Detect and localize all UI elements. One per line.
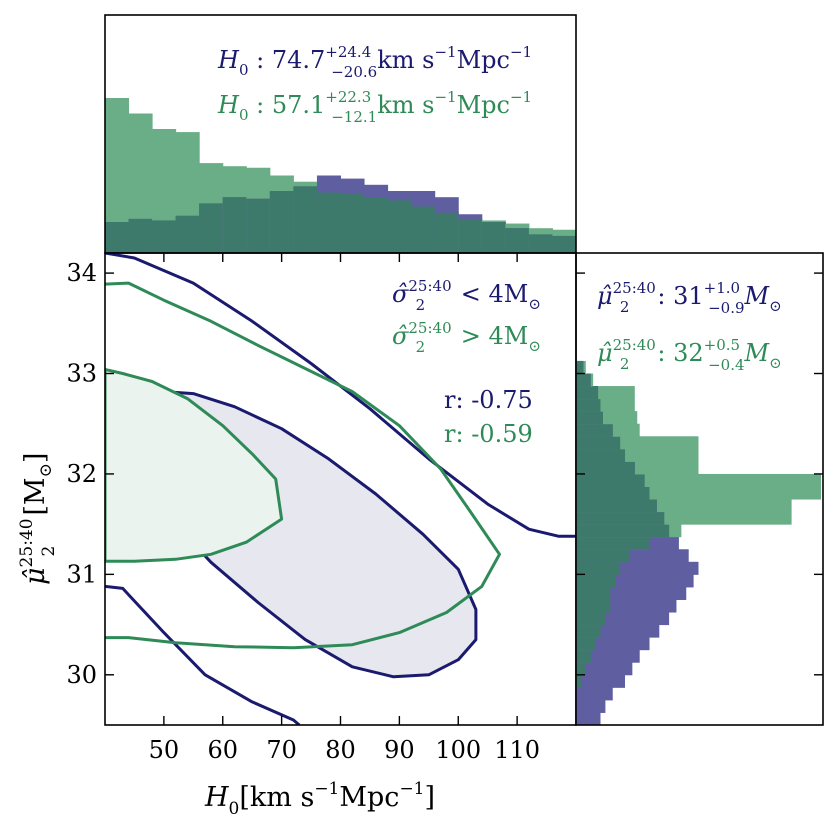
y-tick-label: 30 (66, 661, 97, 689)
right-bar-overlap (576, 586, 611, 600)
contour-navy-outer-lower (105, 584, 301, 725)
right-bar-navy (576, 662, 633, 676)
right-bar-overlap (576, 423, 613, 437)
right-bar-overlap (576, 486, 650, 500)
right-bar-overlap (576, 536, 650, 550)
x-tick-label: 60 (207, 736, 238, 764)
right-bar-overlap (576, 511, 665, 525)
contour-navy-outer (105, 253, 576, 538)
x-tick-label: 70 (266, 736, 297, 764)
right-bar-overlap (576, 561, 621, 575)
top-bar-overlap (246, 198, 271, 253)
right-marginal-panel: μ̂25:40 2: 31+1.0 −0.9M⊙ μ̂25:40 2: 32+0.5−… (575, 252, 824, 726)
right-bar-overlap (576, 398, 601, 412)
top-bar-overlap (458, 218, 483, 253)
right-bar-navy (576, 649, 640, 663)
right-bar-overlap (576, 386, 599, 400)
correlation-navy: r: -0.75 (444, 386, 533, 414)
right-bar-overlap (576, 599, 611, 613)
x-tick-label: 90 (384, 736, 415, 764)
right-bar-overlap (576, 574, 616, 588)
right-bar-overlap (576, 637, 596, 651)
x-axis-label: H0[km s−1Mpc−1] (204, 779, 435, 819)
right-bar-overlap (576, 662, 586, 676)
top-bar-overlap (434, 212, 459, 253)
top-bar-overlap (364, 197, 389, 253)
top-bar-overlap (505, 228, 530, 253)
top-bar-overlap (552, 235, 577, 253)
right-bar-navy (576, 687, 613, 701)
top-bar-overlap (481, 222, 506, 253)
y-tick-label: 34 (66, 259, 97, 287)
right-bar-navy (576, 712, 601, 726)
top-legend-navy: H0 : 74.7+24.4 −20.6km s−1Mpc−1 (217, 43, 532, 81)
main-contour-panel: 50 60 70 80 90 100 110 30 31 32 33 34 σ̂25:40 2 < 4M… (17, 252, 577, 819)
right-bar-overlap (576, 649, 591, 663)
top-bar-overlap (222, 197, 247, 253)
right-bar-overlap (576, 461, 635, 475)
right-legend-navy: μ̂25:40 2: 31+1.0 −0.9M⊙ (597, 279, 782, 317)
y-axis-label: μ̂25:40 2[M⊙] (17, 453, 59, 585)
x-tick-label: 100 (435, 736, 481, 764)
x-tick-label: 80 (325, 736, 356, 764)
top-bar-overlap (105, 222, 130, 253)
y-tick-label: 31 (66, 560, 97, 588)
right-panel-frame (575, 252, 824, 726)
right-bar-navy (576, 699, 606, 713)
main-legend-green: σ̂25:40 2 > 4M⊙ (392, 319, 541, 356)
y-tick-label: 33 (66, 360, 97, 388)
top-bar-overlap (387, 200, 412, 253)
right-bar-overlap (576, 473, 645, 487)
top-bar-overlap (152, 220, 177, 253)
right-bar-overlap (576, 436, 621, 450)
top-legend-green: H0 : 57.1+22.3 −12.1km s−1Mpc−1 (217, 88, 532, 126)
right-bar-overlap (576, 448, 625, 462)
right-bar-overlap (576, 411, 603, 425)
right-bar-overlap (576, 499, 657, 513)
right-bar-overlap (576, 524, 670, 538)
top-bar-overlap (411, 206, 436, 253)
contour-green-inner (105, 368, 284, 563)
top-bar-overlap (528, 234, 553, 253)
top-bar-overlap (199, 203, 224, 253)
right-bar-overlap (576, 549, 630, 563)
right-bar-overlap (576, 674, 581, 688)
top-bar-overlap (316, 192, 341, 253)
y-tick-label: 32 (66, 460, 97, 488)
right-bar-overlap (576, 624, 601, 638)
top-bar-overlap (128, 218, 153, 253)
top-bar-overlap (293, 186, 318, 253)
right-bar-overlap (576, 373, 591, 387)
correlation-green: r: -0.59 (444, 420, 533, 448)
main-legend-navy: σ̂25:40 2 < 4M⊙ (392, 277, 541, 314)
right-legend-green: μ̂25:40 2: 32+0.5 −0.4M⊙ (597, 336, 782, 374)
x-tick-label: 50 (149, 736, 180, 764)
right-bar-overlap (576, 612, 606, 626)
top-marginal-panel: H0 : 74.7+24.4 −20.6km s−1Mpc−1 H0 : 57.1… (104, 14, 577, 254)
top-bar-overlap (269, 191, 294, 253)
top-bar-overlap (175, 215, 200, 253)
top-bar-overlap (340, 194, 365, 253)
contour-green-outer (105, 281, 501, 650)
right-bar-overlap (576, 360, 584, 375)
x-tick-label: 110 (494, 736, 540, 764)
right-bar-navy (576, 674, 625, 688)
